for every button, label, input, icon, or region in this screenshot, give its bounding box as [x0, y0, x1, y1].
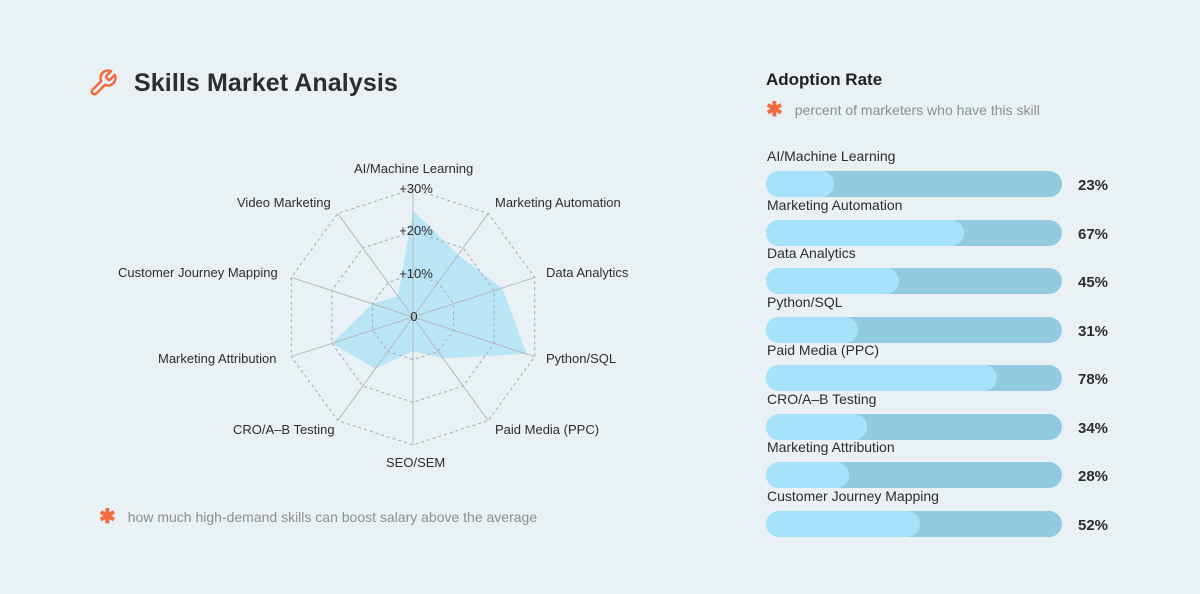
panel-note: ✱ percent of marketers who have this ski…: [766, 99, 1146, 121]
adoption-bar-item: Paid Media (PPC) 78%: [766, 342, 1146, 391]
radar-footnote: ✱ how much high-demand skills can boost …: [99, 506, 538, 528]
tick-label-10: +10%: [399, 266, 433, 281]
bar-value: 78%: [1078, 371, 1109, 388]
bar-value: 23%: [1078, 177, 1109, 194]
radar-axis-label: CRO/A–B Testing: [233, 422, 335, 437]
bar-track: [766, 462, 1062, 488]
panel-title: Adoption Rate: [766, 70, 883, 89]
bar-value: 52%: [1078, 516, 1109, 534]
bar-value: 67%: [1078, 225, 1109, 243]
bar-label: Marketing Attribution: [767, 439, 895, 455]
radar-axis-label: Marketing Automation: [495, 195, 621, 210]
radar-axis-line: [337, 213, 414, 318]
radar-axis-line: [412, 316, 535, 358]
radar-axis-line: [412, 316, 489, 421]
radar-axis-label: Video Marketing: [237, 195, 331, 210]
page-title: Skills Market Analysis: [134, 68, 398, 97]
adoption-bar-list: AI/Machine Learning 23% Marketing Automati…: [766, 148, 1146, 537]
wrench-icon: [90, 69, 117, 96]
header: Skills Market Analysis: [88, 68, 398, 98]
bar-fill: [766, 268, 900, 294]
adoption-panel: Adoption Rate ✱ percent of marketers who…: [766, 70, 1146, 121]
radar-axis-line: [291, 316, 414, 358]
radar-footnote-text: how much high-demand skills can boost sa…: [127, 509, 538, 525]
radar-axis-line: [291, 276, 414, 318]
asterisk-icon: ✱: [766, 99, 783, 121]
bar-track: [766, 219, 1062, 246]
bar-track: [766, 316, 1062, 343]
adoption-bar-item: Marketing Automation 67%: [766, 197, 1146, 246]
bar-track: [766, 268, 1062, 294]
adoption-bar-item: Marketing Attribution 28%: [766, 439, 1146, 488]
radar-axis-label: Paid Media (PPC): [495, 422, 600, 437]
bar-value: 31%: [1078, 322, 1109, 340]
bar-fill: [766, 171, 835, 197]
radar-grid-ring: [331, 231, 495, 403]
bar-fill: [766, 510, 920, 537]
tick-label-20: +20%: [399, 223, 433, 238]
radar-axis-label: SEO/SEM: [386, 455, 446, 470]
bar-track: [766, 171, 1062, 197]
panel-note-text: percent of marketers who have this skill: [794, 102, 1040, 118]
bar-fill: [766, 365, 997, 391]
adoption-bar-item: AI/Machine Learning 23%: [766, 148, 1146, 197]
bar-label: CRO/A–B Testing: [767, 390, 877, 407]
radar-axis-label: AI/Machine Learning: [354, 161, 474, 176]
tick-label-0: 0: [410, 309, 418, 324]
radar-axis-line: [412, 276, 535, 318]
bar-fill: [766, 413, 867, 440]
radar-axis-line: [412, 213, 489, 318]
bar-label: Python/SQL: [767, 293, 843, 310]
bar-label: Marketing Automation: [767, 196, 903, 213]
radar-axis-label: Data Analytics: [546, 265, 629, 280]
bar-label: Data Analytics: [767, 245, 856, 261]
adoption-bar-item: Python/SQL 31%: [766, 294, 1146, 343]
bar-track: [766, 510, 1062, 537]
bar-fill: [766, 219, 965, 246]
bar-value: 28%: [1078, 468, 1109, 485]
radar-data-area: [331, 210, 527, 369]
adoption-bar-item: Data Analytics 45%: [766, 245, 1146, 294]
adoption-bar-item: Customer Journey Mapping 52%: [766, 488, 1146, 537]
bar-track: [766, 413, 1062, 440]
bar-label: Paid Media (PPC): [767, 342, 880, 358]
bar-value: 45%: [1078, 274, 1109, 291]
radar-axis-line: [337, 316, 414, 421]
radar-axis-label: Python/SQL: [546, 351, 617, 366]
radar-axis-label: Marketing Attribution: [158, 351, 277, 366]
bar-value: 34%: [1078, 419, 1109, 437]
tick-label-30: +30%: [399, 181, 433, 196]
radar-chart: AI/Machine Learning Marketing Automation D…: [118, 161, 629, 470]
bar-label: AI/Machine Learning: [767, 148, 896, 164]
bar-track: [766, 365, 1062, 391]
radar-plot: [290, 188, 536, 446]
adoption-bar-item: CRO/A–B Testing 34%: [766, 391, 1146, 440]
bar-fill: [766, 462, 849, 488]
bar-fill: [766, 316, 858, 343]
radar-grid-ring: [371, 273, 455, 361]
bar-label: Customer Journey Mapping: [767, 487, 939, 504]
radar-axis-label: Customer Journey Mapping: [118, 265, 278, 280]
asterisk-icon: ✱: [99, 506, 116, 528]
